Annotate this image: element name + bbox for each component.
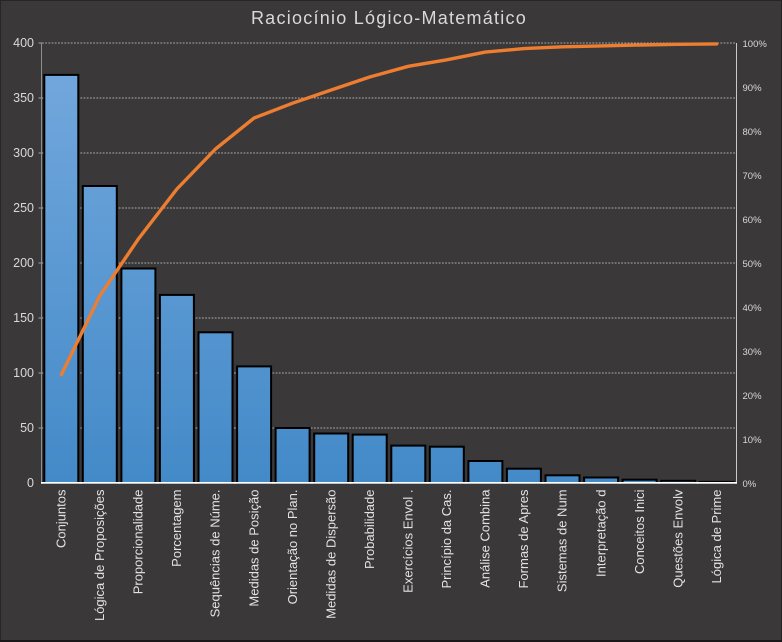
svg-text:Probabilidade: Probabilidade [362, 490, 377, 570]
svg-text:10%: 10% [743, 435, 763, 446]
svg-text:Princípio da Cas.: Princípio da Cas. [439, 490, 454, 589]
svg-text:350: 350 [13, 91, 34, 105]
svg-text:60%: 60% [743, 215, 763, 226]
svg-text:Lógica de Proposições: Lógica de Proposições [92, 489, 107, 621]
svg-text:Questões Envolv: Questões Envolv [670, 489, 685, 588]
svg-text:100%: 100% [743, 39, 768, 50]
svg-text:Raciocínio Lógico-Matemático: Raciocínio Lógico-Matemático [251, 8, 527, 28]
svg-text:0%: 0% [743, 479, 757, 490]
svg-text:200: 200 [13, 256, 34, 270]
svg-text:Análise Combina: Análise Combina [478, 489, 493, 588]
svg-text:Medidas de Posição: Medidas de Posição [246, 490, 261, 607]
svg-text:Conceitos Inici: Conceitos Inici [632, 489, 647, 574]
svg-text:Orientação no Plan.: Orientação no Plan. [285, 490, 300, 605]
svg-text:Sequências de Núme.: Sequências de Núme. [208, 490, 223, 618]
svg-text:250: 250 [13, 201, 34, 215]
svg-text:100: 100 [13, 366, 34, 380]
svg-text:50%: 50% [743, 259, 763, 270]
svg-text:Exercícios Envol .: Exercícios Envol . [401, 490, 416, 593]
svg-text:80%: 80% [743, 127, 763, 138]
svg-text:50: 50 [20, 421, 34, 435]
svg-text:Conjuntos: Conjuntos [54, 489, 69, 548]
svg-text:150: 150 [13, 311, 34, 325]
svg-text:20%: 20% [743, 391, 763, 402]
svg-text:70%: 70% [743, 171, 763, 182]
svg-text:Lógica de Prime: Lógica de Prime [709, 490, 724, 584]
svg-text:90%: 90% [743, 83, 763, 94]
svg-text:40%: 40% [743, 303, 763, 314]
svg-text:Medidas de Dispersão: Medidas de Dispersão [323, 490, 338, 619]
svg-text:Sistemas de Num: Sistemas de Num [555, 490, 570, 593]
svg-text:30%: 30% [743, 347, 763, 358]
svg-text:Formas de Apres: Formas de Apres [516, 489, 531, 588]
svg-text:0: 0 [27, 476, 34, 490]
svg-text:Interpretação d: Interpretação d [593, 490, 608, 577]
svg-text:400: 400 [13, 36, 34, 50]
svg-text:Porcentagem: Porcentagem [169, 490, 184, 567]
svg-text:300: 300 [13, 146, 34, 160]
svg-text:Proporcionalidade: Proporcionalidade [131, 490, 146, 595]
